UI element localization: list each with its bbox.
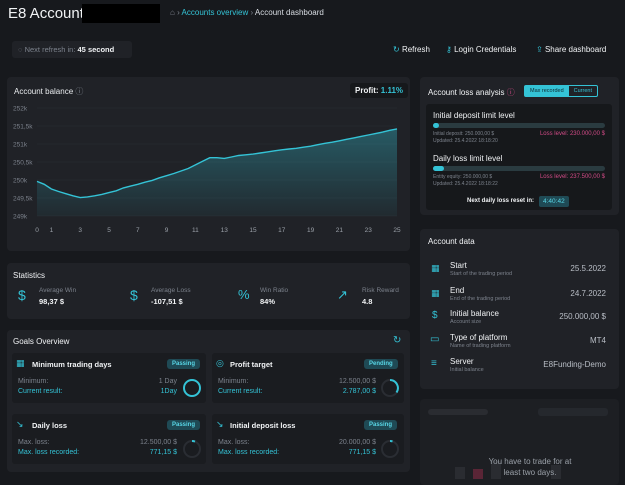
x-tick-label: 9: [165, 227, 169, 234]
loss-analysis-title: Account loss analysis ⓘ: [428, 88, 515, 97]
trend-up-icon: ↗: [337, 287, 348, 302]
y-tick-label: 250,5k: [13, 160, 33, 167]
account-row-server: ≡ Server Initial balance E8Funding-Demo: [431, 357, 606, 373]
x-tick-label: 1: [50, 227, 54, 234]
blurred-bars: [455, 439, 575, 479]
percent-icon: %: [238, 287, 250, 302]
loss-analysis-card: Account loss analysis ⓘ Max recorded Cur…: [420, 77, 619, 215]
calendar-icon: ▦: [16, 358, 25, 368]
locked-message: You have to trade for at least two days.: [488, 457, 572, 477]
y-tick-label: 250k: [13, 178, 28, 185]
page-title: E8 Account: [8, 5, 84, 22]
progress-ring: [381, 439, 399, 458]
goal-profit-target: ◎ Profit target Pending Minimum: 12.500,…: [212, 353, 404, 403]
balance-area: [37, 128, 397, 216]
account-row-start: ▦ Start Start of the trading period 25.5…: [431, 261, 606, 277]
status-badge: Pending: [364, 359, 398, 369]
loss-tabs: Max recorded Current: [524, 85, 598, 97]
goal-daily-loss: ↘ Daily loss Passing Max. loss: 12.500,0…: [12, 414, 206, 464]
y-tick-label: 251k: [13, 142, 28, 149]
breadcrumb-account-dashboard: Account dashboard: [254, 8, 324, 17]
server-icon: ≡: [431, 358, 437, 369]
status-badge: Passing: [364, 420, 398, 430]
x-tick-label: 3: [78, 227, 82, 234]
info-icon[interactable]: ⓘ: [75, 87, 84, 96]
goals-refresh-icon[interactable]: ↻: [393, 335, 402, 346]
redacted-block: [82, 4, 160, 23]
x-tick-label: 5: [107, 227, 111, 234]
x-tick-label: 13: [221, 227, 229, 234]
calendar-icon: ▦: [431, 288, 440, 298]
account-row-platform: ▭ Type of platform Name of trading platf…: [430, 333, 606, 349]
reset-timer: 4:40:42: [539, 196, 569, 207]
breadcrumb-accounts-overview[interactable]: Accounts overview: [181, 8, 249, 17]
x-tick-label: 11: [192, 227, 199, 234]
profit-badge: Profit: 1.11%: [350, 83, 409, 98]
balance-title: Account balance ⓘ: [14, 87, 84, 96]
share-icon: ⇪: [536, 45, 543, 54]
target-icon: ◎: [216, 358, 224, 368]
progress-ring: [381, 379, 399, 397]
login-credentials-button[interactable]: ⚷ Login Credentials: [446, 45, 517, 54]
x-tick-label: 25: [393, 227, 401, 234]
account-data-title: Account data: [428, 237, 475, 246]
trend-down-icon: ↘: [16, 419, 24, 429]
y-tick-label: 249,5k: [13, 196, 33, 203]
status-badge: Passing: [167, 359, 201, 369]
refresh-icon: ↻: [393, 45, 400, 54]
status-badge: Passing: [167, 420, 201, 430]
home-icon[interactable]: ⌂: [170, 8, 175, 17]
dollar-icon: $: [130, 287, 138, 303]
refresh-timer: ◌ Next refresh in: 45 second: [12, 41, 132, 58]
x-tick-label: 17: [278, 227, 286, 234]
locked-card: You have to trade for at least two days.: [420, 399, 619, 485]
breadcrumb: ⌂ › Accounts overview › Account dashboar…: [170, 8, 324, 17]
blurred-tabs: [538, 408, 608, 416]
statistics-title: Statistics: [13, 271, 46, 280]
y-tick-label: 252k: [13, 106, 28, 113]
y-tick-label: 249k: [13, 214, 28, 221]
goal-minimum-trading-days: ▦ Minimum trading days Passing Minimum: …: [12, 353, 206, 403]
goals-overview-card: Goals Overview ↻ ▦ Minimum trading days …: [7, 330, 410, 472]
account-row-end: ▦ End End of the trading period 24.7.202…: [431, 286, 606, 302]
share-dashboard-button[interactable]: ⇪ Share dashboard: [536, 45, 607, 54]
spinner-icon: ◌: [18, 45, 23, 54]
dollar-icon: $: [432, 310, 438, 321]
tab-max-recorded[interactable]: Max recorded: [525, 86, 569, 96]
refresh-button[interactable]: ↻ Refresh: [393, 45, 430, 54]
balance-line: [36, 128, 398, 199]
calendar-icon: ▦: [431, 263, 440, 273]
x-tick-label: 15: [249, 227, 257, 234]
x-tick-label: 19: [307, 227, 315, 234]
x-tick-label: 23: [365, 227, 373, 234]
goals-title: Goals Overview: [13, 337, 70, 346]
goal-initial-deposit-loss: ↘ Initial deposit loss Passing Max. loss…: [212, 414, 404, 464]
tab-current[interactable]: Current: [573, 88, 592, 94]
progress-ring: [183, 379, 201, 397]
info-icon[interactable]: ⓘ: [506, 88, 515, 97]
key-icon: ⚷: [446, 45, 452, 54]
x-tick-label: 0: [35, 227, 39, 234]
x-tick-label: 7: [136, 227, 140, 234]
account-data-card: Account data ▦ Start Start of the tradin…: [420, 229, 619, 389]
account-row-initial-balance: $ Initial balance Account size 250.000,0…: [432, 309, 606, 325]
loss-inner-panel: [426, 104, 612, 210]
initial-deposit-bar: [433, 123, 605, 128]
blurred-header: [428, 409, 488, 415]
y-tick-label: 251,5k: [13, 124, 33, 131]
daily-loss-bar: [433, 166, 605, 171]
trend-down-icon: ↘: [216, 419, 224, 429]
statistics-card: Statistics $ Average Win 98,37 $ $ Avera…: [7, 263, 410, 319]
x-tick-label: 21: [336, 227, 344, 234]
account-balance-card: Account balance ⓘ Profit: 1.11% 252k 251,…: [7, 77, 410, 251]
dollar-icon: $: [18, 287, 26, 303]
monitor-icon: ▭: [430, 334, 440, 345]
progress-ring: [183, 440, 201, 458]
